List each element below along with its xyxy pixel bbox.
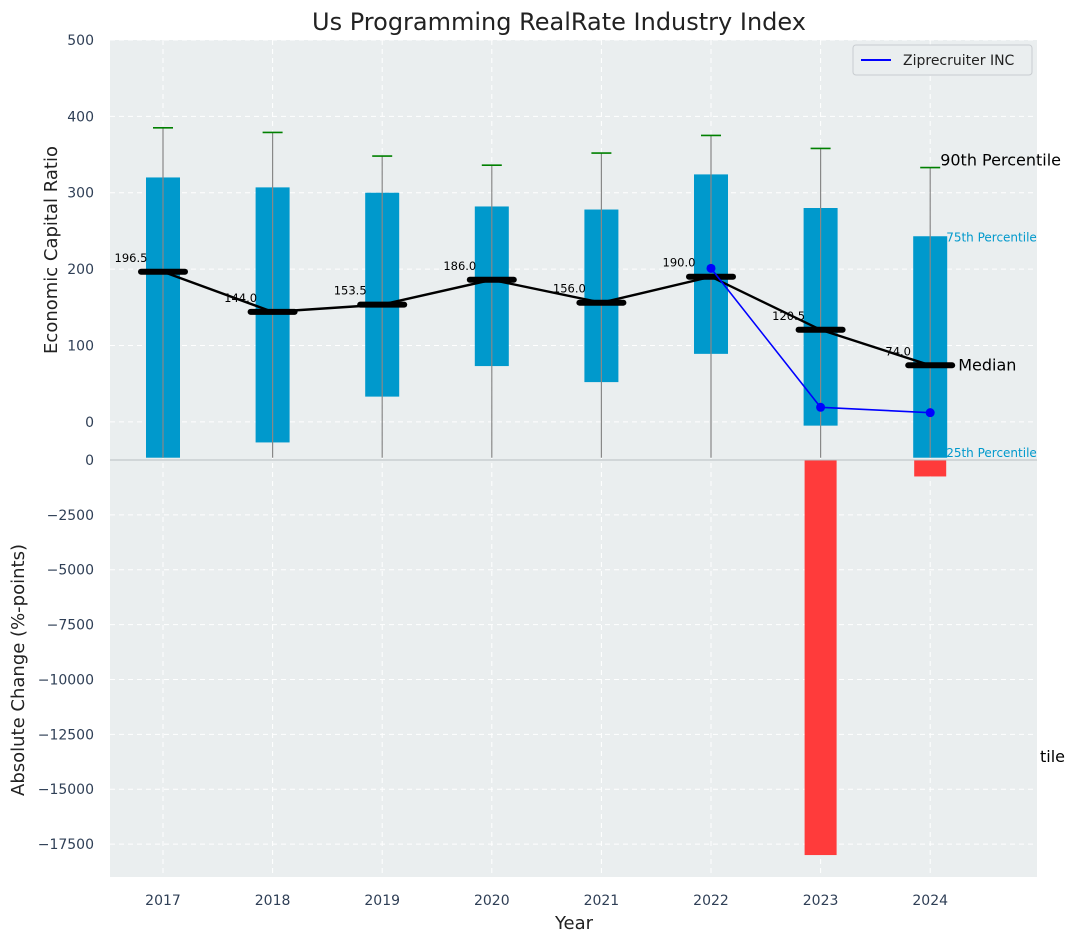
box-layer	[146, 127, 948, 458]
median-label-2022: 190.0	[663, 256, 696, 270]
y-tick-bottom-7500: −7500	[47, 618, 94, 634]
change-bar-2024	[914, 460, 947, 477]
annotation-layer: 90th Percentile 75th Percentile Median 25th…	[940, 151, 1065, 766]
x-tick-2021: 2021	[584, 893, 620, 909]
company-point-2023	[816, 402, 826, 412]
median-label-2024: 74.0	[885, 344, 911, 358]
legend: Ziprecruiter INC	[852, 44, 1033, 76]
annotation-p10: tile	[1040, 747, 1065, 766]
chart-title: Us Programming RealRate Industry Index	[312, 8, 806, 36]
company-point-2022	[706, 263, 716, 273]
y-tick-top-200: 200	[67, 262, 94, 278]
y-tick-bottom-10000: −10000	[38, 672, 94, 688]
y-tick-top-300: 300	[67, 186, 94, 202]
x-tick-2023: 2023	[803, 893, 839, 909]
company-layer	[706, 263, 935, 418]
change-bar-layer	[804, 460, 947, 856]
median-label-2017: 196.5	[115, 251, 148, 265]
top-panel-background	[110, 40, 1037, 460]
y-tick-top-100: 100	[67, 338, 94, 354]
annotation-p25: 25th Percentile	[946, 446, 1037, 460]
y-tick-bottom-12500: −12500	[38, 727, 94, 743]
y-tick-bottom-2500: −2500	[47, 508, 94, 524]
median-label-2019: 153.5	[334, 284, 367, 298]
annotation-median: Median	[958, 355, 1016, 374]
x-tick-2018: 2018	[255, 893, 291, 909]
y-tick-top-0: 0	[85, 415, 94, 431]
legend-label-company: Ziprecruiter INC	[903, 53, 1015, 69]
tick-layer: 0 100 200 300 400 500 0 −2500 −5000 −7500 −10000 −1…	[38, 33, 948, 909]
median-label-2020: 186.0	[443, 259, 476, 273]
change-bar-2023	[804, 460, 837, 856]
legend-box	[852, 44, 1033, 76]
y-tick-bottom-0: 0	[85, 453, 94, 469]
y-tick-bottom-15000: −15000	[38, 782, 94, 798]
annotation-p75: 75th Percentile	[946, 230, 1037, 244]
y-axis-title-top: Economic Capital Ratio	[41, 146, 62, 354]
x-tick-2024: 2024	[912, 893, 948, 909]
y-tick-bottom-5000: −5000	[47, 563, 94, 579]
y-axis-title-bottom: Absolute Change (%-points)	[8, 544, 29, 796]
median-layer: 196.5 144.0 153.5 186.0 156.0 190.0 120.5 74.0	[115, 251, 956, 369]
median-label-2023: 120.5	[772, 309, 805, 323]
y-tick-bottom-17500: −17500	[38, 837, 94, 853]
company-point-2024	[925, 408, 935, 418]
y-tick-top-500: 500	[67, 33, 94, 49]
y-tick-top-400: 400	[67, 109, 94, 125]
x-tick-2022: 2022	[693, 893, 729, 909]
bottom-panel-background	[110, 460, 1037, 877]
x-tick-2019: 2019	[364, 893, 400, 909]
x-tick-2017: 2017	[145, 893, 181, 909]
x-tick-2020: 2020	[474, 893, 510, 909]
annotation-p90: 90th Percentile	[940, 151, 1061, 170]
median-label-2018: 144.0	[224, 291, 257, 305]
median-label-2021: 156.0	[553, 282, 586, 296]
x-axis-title: Year	[554, 913, 594, 934]
